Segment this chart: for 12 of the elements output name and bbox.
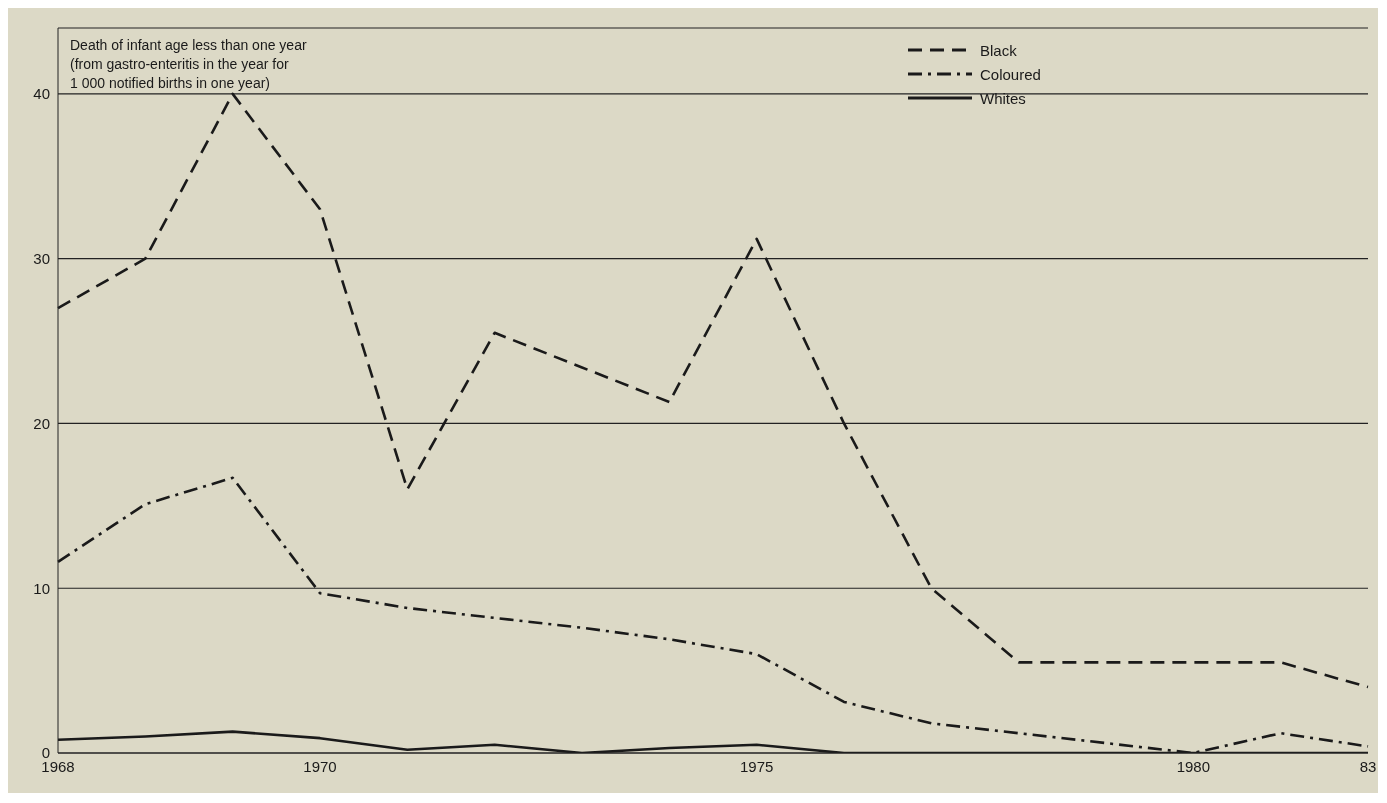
- x-tick-label: 1975: [739, 757, 774, 775]
- x-tick-label: 1970: [303, 757, 337, 775]
- y-tick-label: 10: [33, 579, 50, 597]
- legend-label: Black: [980, 41, 1017, 59]
- y-tick-label: 30: [33, 250, 50, 268]
- x-tick-label: 1980: [1176, 757, 1211, 775]
- y-axis-title: Death of infant age less than one year (from gastro-enteritis in the year for 1 000 notified births in one year): [70, 36, 307, 93]
- legend-label: Coloured: [980, 65, 1041, 83]
- y-tick-label: 20: [33, 414, 50, 432]
- legend-label: Whites: [980, 89, 1026, 107]
- x-tick-label: 83: [1359, 757, 1377, 775]
- y-tick-label: 40: [33, 85, 50, 103]
